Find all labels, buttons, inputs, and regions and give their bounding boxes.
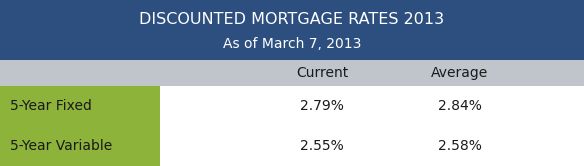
Bar: [0, 0, 584, 60]
Text: Average: Average: [432, 66, 489, 80]
Bar: [160, 86, 584, 126]
Text: As of March 7, 2013: As of March 7, 2013: [223, 37, 361, 51]
Bar: [0, 86, 160, 126]
Text: DISCOUNTED MORTGAGE RATES 2013: DISCOUNTED MORTGAGE RATES 2013: [140, 12, 444, 27]
Text: 5-Year Variable: 5-Year Variable: [10, 139, 112, 153]
Text: 5-Year Fixed: 5-Year Fixed: [10, 99, 92, 113]
Bar: [160, 126, 584, 166]
Bar: [0, 126, 160, 166]
Text: 2.58%: 2.58%: [438, 139, 482, 153]
Text: Current: Current: [296, 66, 348, 80]
Text: 2.55%: 2.55%: [300, 139, 344, 153]
Bar: [0, 60, 584, 86]
Text: 2.84%: 2.84%: [438, 99, 482, 113]
Text: 2.79%: 2.79%: [300, 99, 344, 113]
